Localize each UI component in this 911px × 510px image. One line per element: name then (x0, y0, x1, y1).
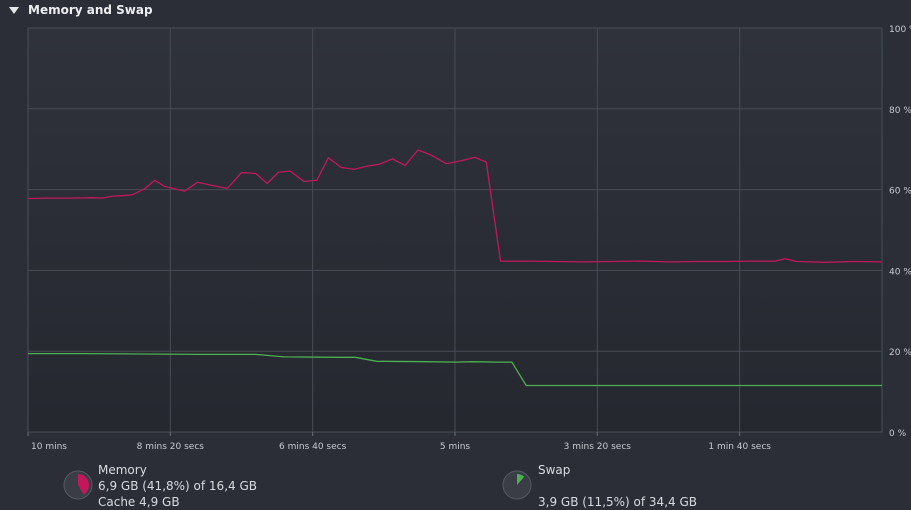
y-tick-label: 20 % (889, 348, 911, 358)
swap-legend: Swap 3,9 GB (11,5%) of 34,4 GB (538, 462, 697, 510)
x-tick-label: 10 mins (31, 442, 67, 452)
swap-legend-usage: 3,9 GB (11,5%) of 34,4 GB (538, 495, 697, 509)
y-tick-label: 0 % (889, 429, 907, 439)
section-header: Memory and Swap (0, 0, 911, 22)
swap-series-line (28, 352, 882, 387)
swap-pie-icon (502, 470, 532, 500)
swap-legend-title: Swap (538, 463, 571, 477)
x-tick-label: 8 mins 20 secs (137, 442, 205, 452)
y-tick-label: 80 % (889, 106, 911, 116)
x-tick-label: 5 mins (440, 442, 471, 452)
x-tick-label: 3 mins 20 secs (564, 442, 632, 452)
memory-series-line (27, 149, 883, 263)
section-title: Memory and Swap (28, 3, 153, 17)
memory-legend: Memory 6,9 GB (41,8%) of 16,4 GB Cache 4… (98, 462, 257, 510)
collapse-triangle-icon[interactable] (9, 7, 19, 14)
x-tick-label: 1 min 40 secs (708, 442, 771, 452)
memory-legend-cache: Cache 4,9 GB (98, 495, 180, 509)
y-tick-label: 100 % (889, 25, 911, 35)
memory-swap-chart: 100 % 80 % 60 % 40 % 20 % 0 % 10 mins 8 mins 20… (27, 25, 911, 452)
y-tick-label: 40 % (889, 267, 911, 277)
memory-pie-icon (63, 470, 93, 500)
y-tick-label: 60 % (889, 187, 911, 197)
memory-legend-title: Memory (98, 463, 147, 477)
memory-legend-usage: 6,9 GB (41,8%) of 16,4 GB (98, 479, 257, 493)
x-tick-label: 6 mins 40 secs (279, 442, 347, 452)
